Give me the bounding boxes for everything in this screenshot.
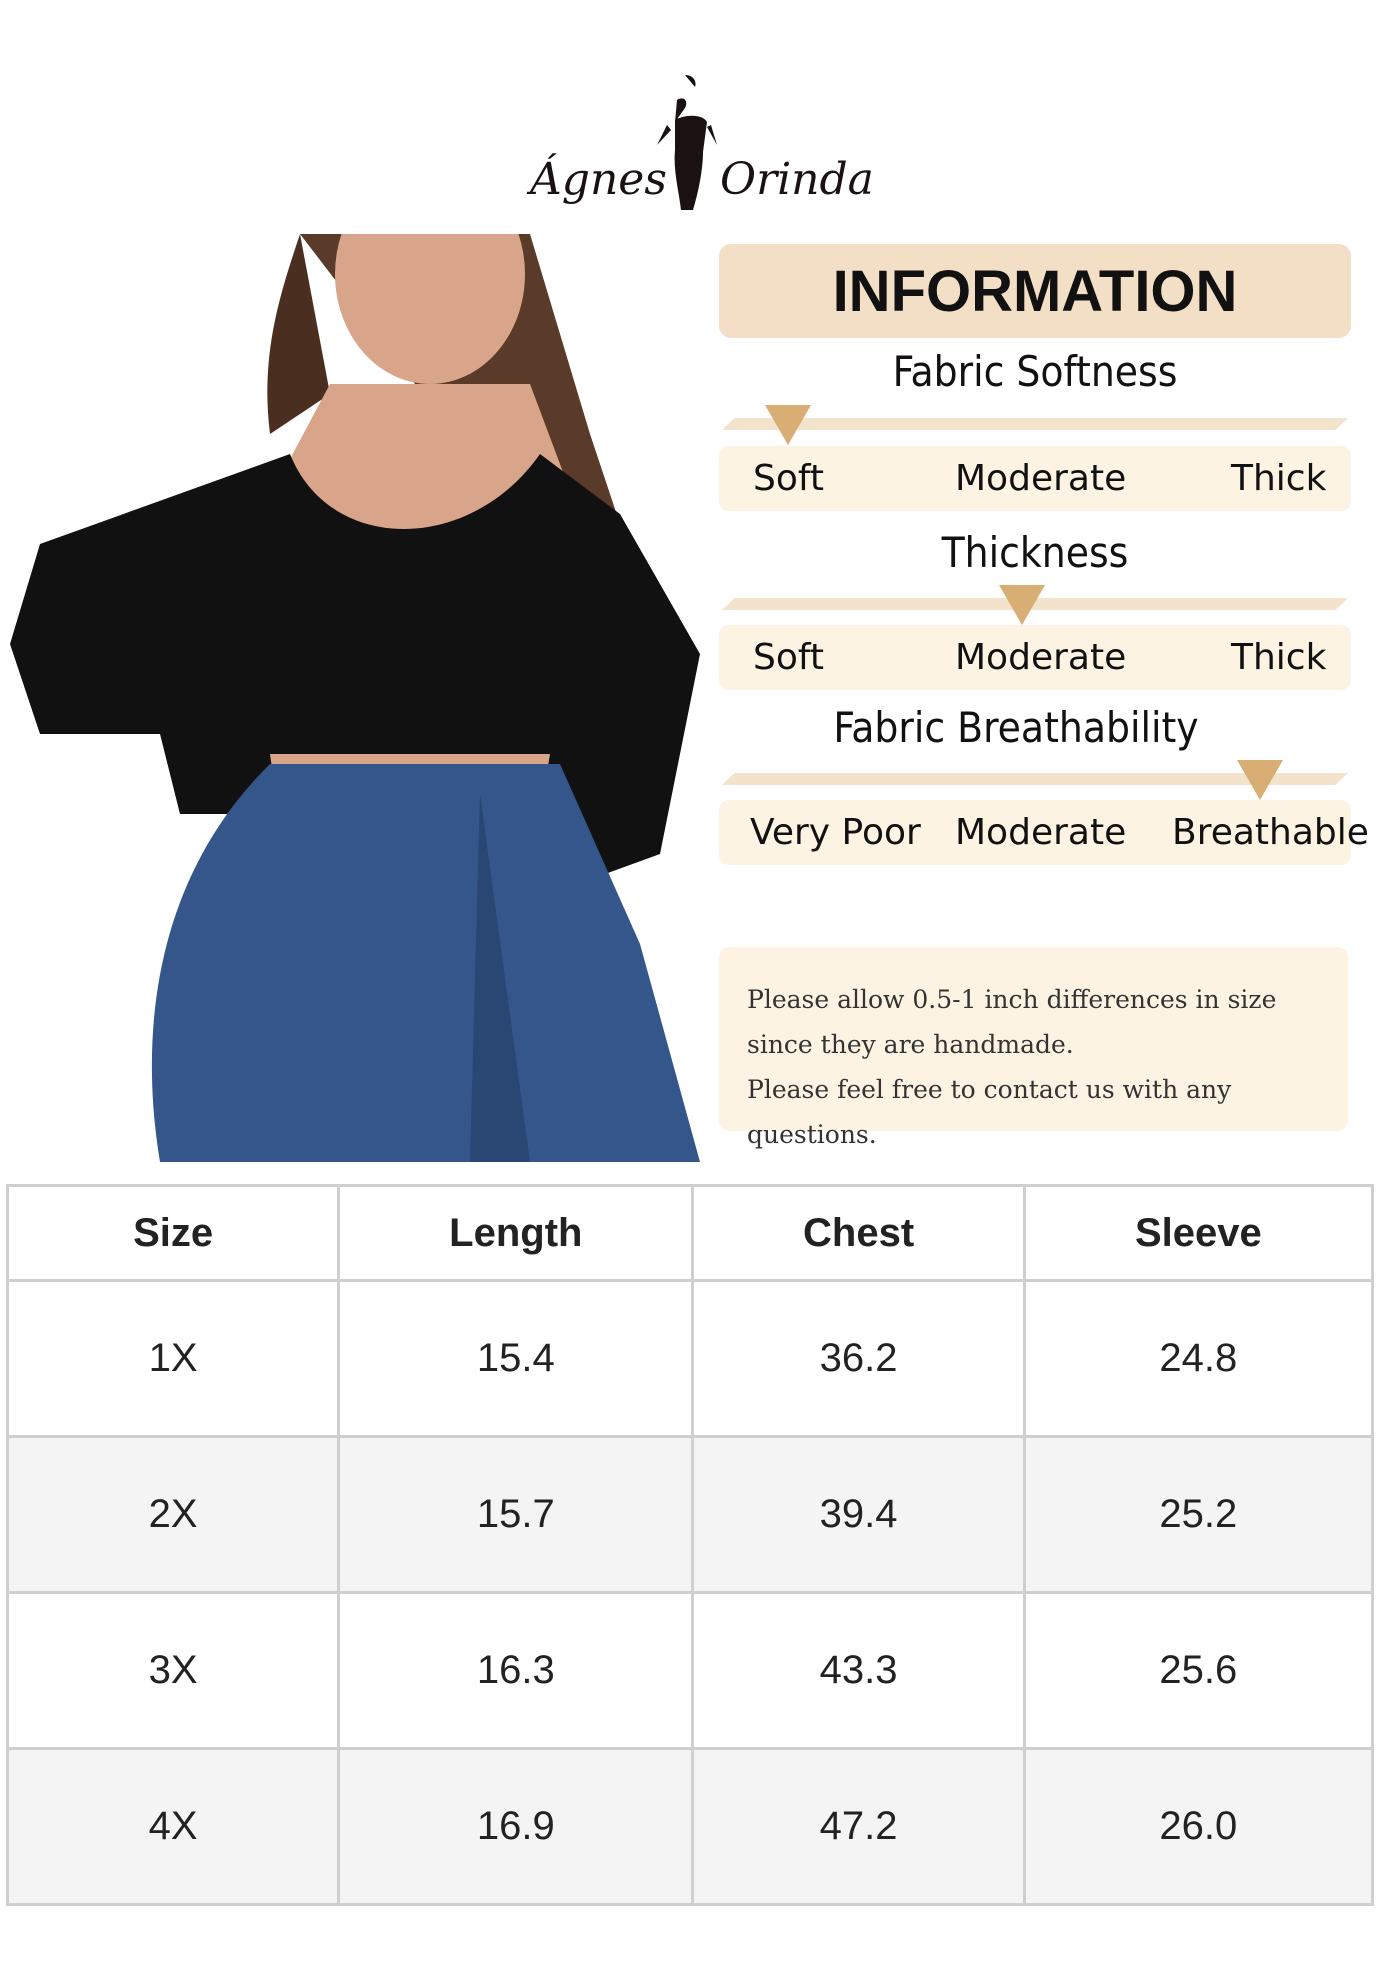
scale-label: Soft [753, 458, 825, 499]
table-cell: 25.2 [1022, 1435, 1375, 1594]
table-cell: 47.2 [691, 1747, 1026, 1906]
silhouette-logo-icon [657, 75, 717, 210]
table-cell: 15.7 [337, 1435, 695, 1594]
size-note: Please allow 0.5-1 inch differences in s… [719, 947, 1348, 1149]
scale-label: Thick [1231, 637, 1327, 678]
brand-logo: Ágnes Orinda [520, 62, 874, 222]
table-cell: 4X [5, 1747, 341, 1906]
model-photo [0, 234, 705, 1162]
scale-title: Fabric Softness [892, 347, 1178, 396]
scale-labels: Soft Moderate Thick [719, 625, 1351, 690]
table-cell: 39.4 [691, 1435, 1026, 1594]
scale-title: Thickness [941, 528, 1129, 577]
scale-label: Soft [753, 637, 825, 678]
level-marker-icon [999, 585, 1045, 625]
information-header: INFORMATION [719, 244, 1351, 338]
table-cell: 43.3 [691, 1591, 1026, 1750]
table-row: 1X 15.4 36.2 24.8 [5, 1279, 1375, 1438]
scale-title: Fabric Breathability [833, 703, 1199, 752]
column-header: Chest [691, 1184, 1026, 1282]
table-cell: 24.8 [1022, 1279, 1375, 1438]
scale-labels: Soft Moderate Thick [719, 446, 1351, 511]
table-cell: 16.9 [337, 1747, 695, 1906]
table-cell: 25.6 [1022, 1591, 1375, 1750]
column-header: Size [5, 1184, 341, 1282]
scale-labels: Very Poor Moderate Breathable [719, 800, 1369, 865]
table-cell: 16.3 [337, 1591, 695, 1750]
column-header: Sleeve [1022, 1184, 1375, 1282]
brand-name-right: Orinda [720, 154, 874, 205]
scale-bar [722, 773, 1348, 785]
table-header-row: Size Length Chest Sleeve [5, 1184, 1375, 1282]
scale-label: Moderate [955, 458, 1127, 499]
level-marker-icon [1237, 760, 1283, 800]
table-row: 3X 16.3 43.3 25.6 [5, 1591, 1375, 1750]
note-line: Please feel free to contact us with any … [747, 1075, 1232, 1149]
scale-label: Very Poor [750, 812, 921, 853]
table-cell: 36.2 [691, 1279, 1026, 1438]
scale-label: Breathable [1172, 812, 1369, 853]
note-line: since they are handmade. [747, 1030, 1074, 1059]
table-cell: 3X [5, 1591, 341, 1750]
scale-label: Moderate [955, 637, 1127, 678]
level-marker-icon [765, 405, 811, 445]
table-cell: 2X [5, 1435, 341, 1594]
table-row: 2X 15.7 39.4 25.2 [5, 1435, 1375, 1594]
table-cell: 15.4 [337, 1279, 695, 1438]
brand-name-left: Ágnes [530, 154, 667, 205]
table-cell: 1X [5, 1279, 341, 1438]
note-line: Please allow 0.5-1 inch differences in s… [747, 985, 1277, 1014]
column-header: Length [337, 1184, 695, 1282]
table-cell: 26.0 [1022, 1747, 1375, 1906]
scale-bar [722, 418, 1348, 430]
table-row: 4X 16.9 47.2 26.0 [5, 1747, 1375, 1906]
scale-label: Thick [1231, 458, 1327, 499]
size-chart-table: Size Length Chest Sleeve 1X 15.4 36.2 24… [5, 1184, 1375, 1906]
scale-label: Moderate [955, 812, 1127, 853]
